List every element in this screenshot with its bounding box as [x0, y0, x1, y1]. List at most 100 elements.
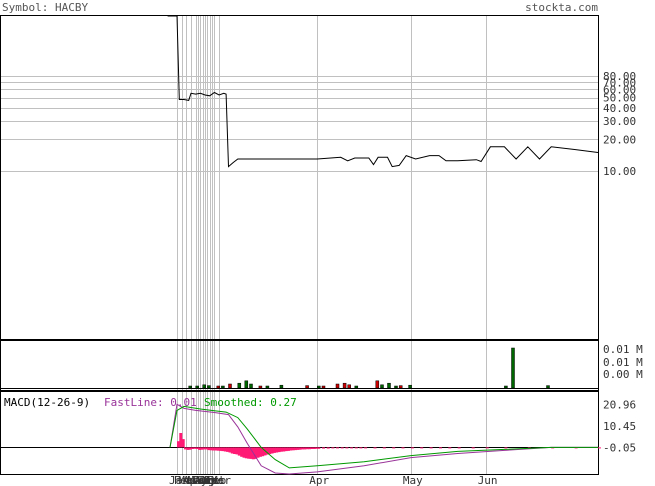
macd-histogram-bar — [261, 447, 265, 457]
macd-histogram-bar — [598, 447, 601, 449]
macd-y-tick-label: 10.45 — [603, 420, 636, 433]
price-line — [167, 15, 599, 168]
macd-histogram-bar — [272, 447, 276, 453]
macd-histogram-bar — [263, 447, 267, 456]
macd-histogram-bar — [373, 447, 377, 449]
macd-smoothed-label: Smoothed: 0.27 — [204, 396, 297, 409]
macd-histogram-bar — [298, 447, 302, 450]
macd-histogram-bar — [331, 447, 335, 449]
price-y-tick-label: 50.00 — [603, 92, 636, 105]
macd-histogram-bar — [282, 447, 286, 452]
volume-bar — [394, 385, 398, 389]
price-panel-frame — [0, 15, 599, 340]
volume-y-tick-label: 0.00 M — [603, 368, 643, 381]
macd-histogram-bar — [207, 447, 211, 451]
macd-histogram-bar — [258, 447, 262, 457]
macd-panel-frame — [0, 391, 599, 475]
macd-title: MACD(12-26-9) — [4, 396, 90, 409]
macd-histogram-bar — [485, 447, 489, 449]
volume-bar — [380, 384, 384, 389]
macd-histogram-bar — [202, 447, 206, 450]
volume-bar — [265, 385, 270, 389]
macd-histogram-bar — [181, 439, 185, 448]
price-series — [167, 15, 599, 168]
macd-histogram-bar — [364, 447, 368, 449]
macd-histogram-bar — [256, 447, 260, 458]
x-tick-label: Jul — [192, 474, 212, 486]
price-y-tick-label: 70.00 — [603, 76, 636, 89]
x-tick-label: May — [403, 474, 423, 486]
macd-histogram-bar — [205, 447, 209, 450]
macd-histogram-bar — [216, 447, 220, 451]
macd-histogram-bar — [382, 447, 386, 449]
macd-fastline-label: FastLine: 0.01 — [104, 396, 197, 409]
x-tick-label: Feb — [174, 474, 194, 486]
macd-histogram-bar — [310, 447, 314, 449]
macd-histogram-bar — [193, 447, 197, 449]
macd-histogram-bar — [279, 447, 283, 452]
x-tick-label: Apr — [309, 474, 329, 486]
volume-panel-frame — [0, 340, 599, 391]
macd-histogram-bar — [226, 447, 230, 452]
macd-fastline-line — [169, 403, 598, 475]
macd-histogram-bar — [186, 447, 190, 450]
macd-histogram-bar — [275, 447, 279, 453]
macd-histogram-bar — [235, 447, 239, 455]
volume-bar — [279, 384, 284, 389]
x-tick-label: Apr — [183, 474, 203, 486]
volume-bar — [408, 384, 412, 389]
x-tick-label: Nov — [202, 474, 222, 486]
macd-histogram-bar — [270, 447, 274, 454]
macd-histogram-bar — [223, 447, 227, 452]
volume-bar — [398, 385, 403, 389]
volume-bar — [188, 385, 192, 389]
macd-histogram-bar — [401, 447, 405, 449]
macd-histogram-bar — [191, 447, 194, 449]
macd-histogram-bar — [177, 441, 180, 448]
volume-bar — [228, 383, 232, 389]
volume-bar — [335, 383, 340, 389]
x-tick-label: Dec — [204, 474, 224, 486]
macd-histogram-bar — [305, 447, 309, 450]
macd-histogram-bar — [350, 447, 354, 449]
macd-histogram-bar — [312, 447, 316, 449]
macd-histogram-bar — [242, 447, 246, 458]
x-tick-label: Aug — [195, 474, 215, 486]
x-tick-label: Jan — [169, 474, 189, 486]
macd-histogram-bar — [284, 447, 288, 452]
volume-bar — [317, 385, 321, 389]
macd-histogram-bar — [308, 447, 311, 450]
price-y-tick-label: 60.00 — [603, 83, 636, 96]
macd-histogram-bar — [209, 447, 213, 451]
macd-histogram-bar — [230, 447, 234, 454]
macd-histogram-bar — [504, 447, 508, 449]
volume-bars — [1, 347, 598, 389]
volume-bar — [249, 383, 253, 389]
macd-histogram-bar — [439, 447, 442, 449]
volume-y-tick-label: 0.01 M — [603, 343, 643, 356]
volume-bar — [244, 380, 249, 389]
macd-histogram-bar — [249, 447, 253, 459]
volume-bar — [387, 382, 391, 389]
macd-histogram-bar — [448, 447, 452, 449]
macd-histogram-bar — [340, 447, 344, 449]
volume-bar — [504, 385, 508, 389]
volume-bar — [237, 382, 242, 389]
macd-histogram-bar — [457, 447, 461, 449]
macd-histogram-bar — [277, 447, 281, 453]
x-tick-label: Sep — [197, 474, 217, 486]
macd-y-tick-label: -0.05 — [603, 441, 636, 454]
volume-bar — [342, 382, 347, 389]
macd-histogram-bar — [195, 447, 199, 449]
volume-bar — [347, 384, 351, 389]
symbol-label: Symbol: HACBY — [2, 1, 88, 14]
macd-histogram-bar — [429, 447, 433, 449]
macd-histogram-bar — [214, 447, 218, 451]
grid-lines — [1, 16, 598, 474]
macd-histogram-bar — [244, 447, 248, 459]
macd-histogram-bar — [291, 447, 295, 451]
macd-histogram-bar — [188, 447, 192, 450]
macd-histogram-bar — [315, 447, 318, 449]
